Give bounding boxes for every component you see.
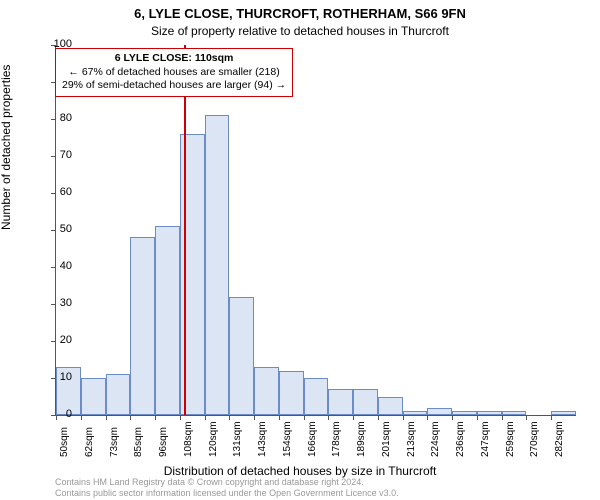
callout-line: 6 LYLE CLOSE: 110sqm xyxy=(62,52,286,66)
xtick-mark xyxy=(304,415,305,420)
xtick-label: 143sqm xyxy=(257,421,268,457)
xtick-mark xyxy=(502,415,503,420)
xtick-label: 178sqm xyxy=(331,421,342,457)
ytick-label: 70 xyxy=(32,149,72,161)
histogram-bar xyxy=(229,297,254,415)
ytick-label: 40 xyxy=(32,260,72,272)
xtick-mark xyxy=(526,415,527,420)
xtick-label: 236sqm xyxy=(455,421,466,457)
chart-title: 6, LYLE CLOSE, THURCROFT, ROTHERHAM, S66… xyxy=(0,6,600,21)
xtick-mark xyxy=(328,415,329,420)
xtick-mark xyxy=(130,415,131,420)
histogram-bar xyxy=(155,226,180,415)
xtick-mark xyxy=(477,415,478,420)
histogram-bar xyxy=(254,367,279,415)
histogram-bar xyxy=(106,374,131,415)
histogram-bar xyxy=(353,389,378,415)
xtick-label: 154sqm xyxy=(282,421,293,457)
xtick-mark xyxy=(353,415,354,420)
callout-box: 6 LYLE CLOSE: 110sqm← 67% of detached ho… xyxy=(55,48,293,97)
histogram-bar xyxy=(328,389,353,415)
histogram-bar xyxy=(130,237,155,415)
histogram-bar xyxy=(403,411,428,415)
xtick-mark xyxy=(279,415,280,420)
ytick-label: 80 xyxy=(32,112,72,124)
xtick-label: 224sqm xyxy=(430,421,441,457)
footer-attribution: Contains HM Land Registry data © Crown c… xyxy=(55,477,399,498)
ytick-label: 50 xyxy=(32,223,72,235)
xtick-label: 166sqm xyxy=(307,421,318,457)
xtick-label: 85sqm xyxy=(133,427,144,457)
xtick-mark xyxy=(551,415,552,420)
xtick-label: 62sqm xyxy=(84,427,95,457)
histogram-bar xyxy=(427,408,452,415)
xtick-label: 50sqm xyxy=(59,427,70,457)
xtick-mark xyxy=(205,415,206,420)
plot-area xyxy=(55,45,576,416)
xtick-label: 270sqm xyxy=(529,421,540,457)
ytick-label: 20 xyxy=(32,334,72,346)
xtick-label: 108sqm xyxy=(183,421,194,457)
ytick-label: 0 xyxy=(32,408,72,420)
xtick-mark xyxy=(403,415,404,420)
callout-line: 29% of semi-detached houses are larger (… xyxy=(62,79,286,93)
xtick-mark xyxy=(180,415,181,420)
xtick-label: 201sqm xyxy=(381,421,392,457)
xtick-label: 247sqm xyxy=(480,421,491,457)
subject-property-line xyxy=(184,45,186,415)
xtick-mark xyxy=(378,415,379,420)
xtick-label: 120sqm xyxy=(208,421,219,457)
xtick-mark xyxy=(155,415,156,420)
xtick-mark xyxy=(229,415,230,420)
xtick-label: 259sqm xyxy=(505,421,516,457)
x-axis-label: Distribution of detached houses by size … xyxy=(0,464,600,478)
chart-subtitle: Size of property relative to detached ho… xyxy=(0,24,600,38)
xtick-label: 189sqm xyxy=(356,421,367,457)
ytick-label: 60 xyxy=(32,186,72,198)
xtick-label: 73sqm xyxy=(109,427,120,457)
xtick-mark xyxy=(106,415,107,420)
histogram-bar xyxy=(452,411,477,415)
footer-line: Contains public sector information licen… xyxy=(55,488,399,498)
property-size-chart: 6, LYLE CLOSE, THURCROFT, ROTHERHAM, S66… xyxy=(0,0,600,500)
histogram-bar xyxy=(279,371,304,415)
xtick-label: 282sqm xyxy=(554,421,565,457)
xtick-mark xyxy=(254,415,255,420)
histogram-bar xyxy=(81,378,106,415)
xtick-label: 96sqm xyxy=(158,427,169,457)
callout-line: ← 67% of detached houses are smaller (21… xyxy=(62,66,286,80)
xtick-mark xyxy=(427,415,428,420)
histogram-bar xyxy=(477,411,502,415)
histogram-bar xyxy=(551,411,576,415)
histogram-bar xyxy=(378,397,403,416)
ytick-label: 10 xyxy=(32,371,72,383)
ytick-label: 30 xyxy=(32,297,72,309)
xtick-label: 131sqm xyxy=(232,421,243,457)
xtick-mark xyxy=(452,415,453,420)
xtick-label: 213sqm xyxy=(406,421,417,457)
histogram-bar xyxy=(304,378,329,415)
histogram-bar xyxy=(502,411,527,415)
y-axis-label: Number of detached properties xyxy=(0,65,13,230)
footer-line: Contains HM Land Registry data © Crown c… xyxy=(55,477,399,487)
histogram-bar xyxy=(205,115,230,415)
xtick-mark xyxy=(81,415,82,420)
